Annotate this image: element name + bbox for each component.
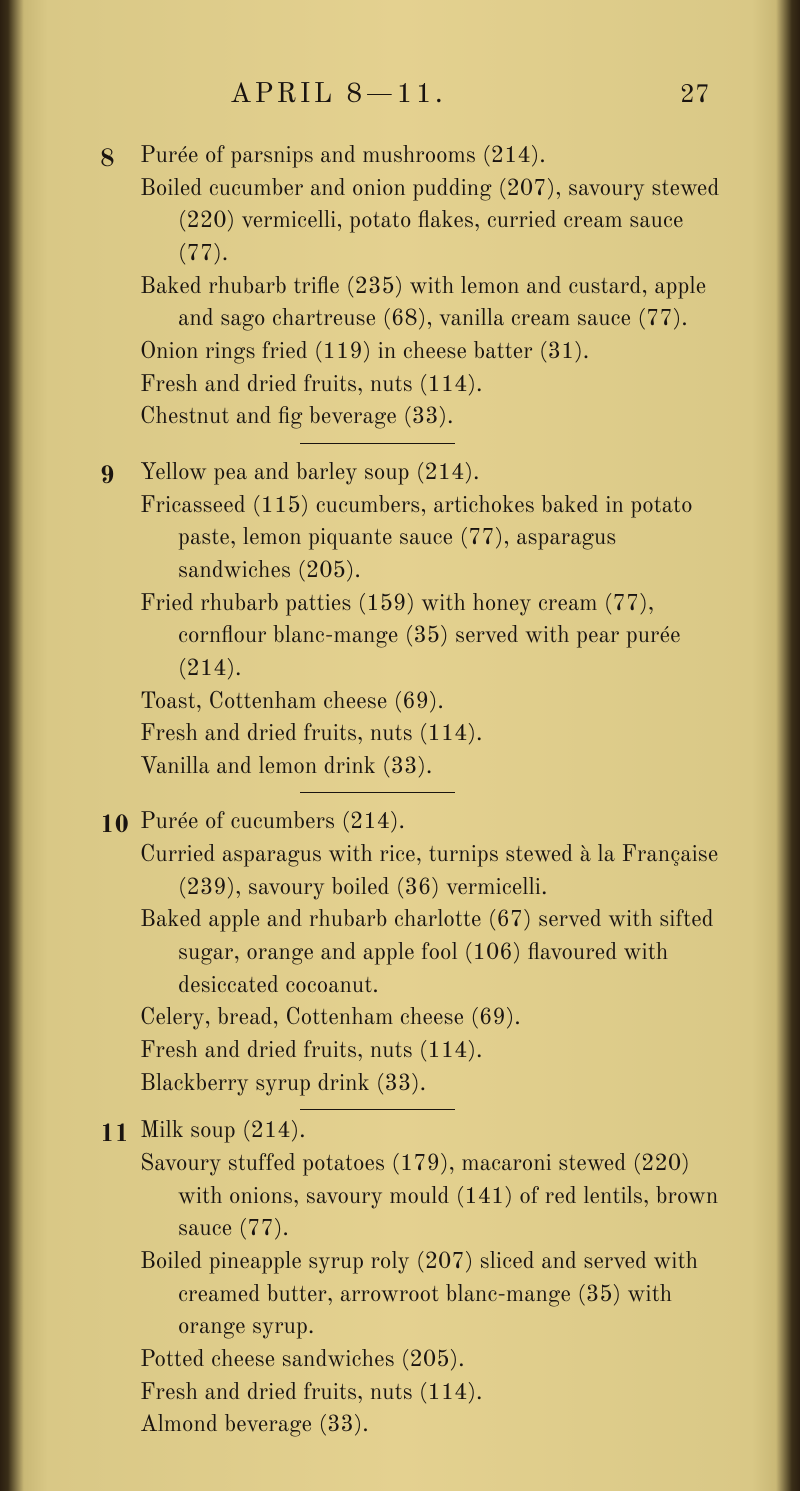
menu-item: Vanilla and lemon drink (33).	[140, 752, 720, 785]
menu-item: Boiled pineapple syrup roly (207) sliced…	[140, 1247, 720, 1345]
menu-item: Chestnut and fig beverage (33).	[140, 402, 720, 435]
section-divider	[300, 792, 455, 793]
menu-item: Fricasseed (115) cucumbers, artichokes b…	[140, 491, 720, 589]
menu-item: Purée of parsnips and mushrooms (214).	[140, 141, 720, 174]
day-entry-11: 11 Milk soup (214). Savoury stuffed pota…	[100, 1116, 720, 1443]
menu-item: Baked apple and rhubarb charlotte (67) s…	[140, 905, 720, 1003]
section-divider	[300, 443, 455, 444]
menu-item: Purée of cucumbers (214).	[140, 807, 720, 840]
menu-item: Milk soup (214).	[140, 1116, 720, 1149]
menu-items: Purée of cucumbers (214). Curried aspara…	[140, 807, 720, 1101]
menu-item: Savoury stuffed potatoes (179), macaroni…	[140, 1149, 720, 1247]
menu-items: Purée of parsnips and mushrooms (214). B…	[140, 141, 720, 435]
day-number: 9	[100, 458, 140, 785]
menu-item: Celery, bread, Cottenham cheese (69).	[140, 1003, 720, 1036]
day-entry-9: 9 Yellow pea and barley soup (214). Fric…	[100, 458, 720, 785]
menu-item: Fresh and dried fruits, nuts (114).	[140, 370, 720, 403]
day-entry-10: 10 Purée of cucumbers (214). Curried asp…	[100, 807, 720, 1101]
menu-item: Onion rings fried (119) in cheese batter…	[140, 337, 720, 370]
menu-item: Fresh and dried fruits, nuts (114).	[140, 719, 720, 752]
day-entry-8: 8 Purée of parsnips and mushrooms (214).…	[100, 141, 720, 435]
day-number: 11	[100, 1116, 140, 1443]
page-number: 27	[680, 80, 710, 112]
menu-items: Yellow pea and barley soup (214). Fricas…	[140, 458, 720, 785]
menu-items: Milk soup (214). Savoury stuffed potatoe…	[140, 1116, 720, 1443]
menu-item: Boiled cucumber and onion pudding (207),…	[140, 174, 720, 272]
chapter-title: APRIL 8—11.	[230, 78, 446, 113]
menu-item: Almond beverage (33).	[140, 1410, 720, 1443]
menu-item: Fresh and dried fruits, nuts (114).	[140, 1036, 720, 1069]
section-divider	[300, 1109, 455, 1110]
menu-item: Potted cheese sandwiches (205).	[140, 1345, 720, 1378]
menu-item: Fresh and dried fruits, nuts (114).	[140, 1378, 720, 1411]
menu-item: Fried rhubarb patties (159) with honey c…	[140, 589, 720, 687]
menu-item: Toast, Cottenham cheese (69).	[140, 687, 720, 720]
menu-item: Baked rhubarb trifle (235) with lemon an…	[140, 272, 720, 337]
menu-item: Curried asparagus with rice, turnips ste…	[140, 840, 720, 905]
menu-item: Blackberry syrup drink (33).	[140, 1069, 720, 1102]
day-number: 8	[100, 141, 140, 435]
day-number: 10	[100, 807, 140, 1101]
book-page: APRIL 8—11. 27 8 Purée of parsnips and m…	[0, 0, 800, 1491]
menu-item: Yellow pea and barley soup (214).	[140, 458, 720, 491]
page-header: APRIL 8—11. 27	[100, 78, 720, 113]
